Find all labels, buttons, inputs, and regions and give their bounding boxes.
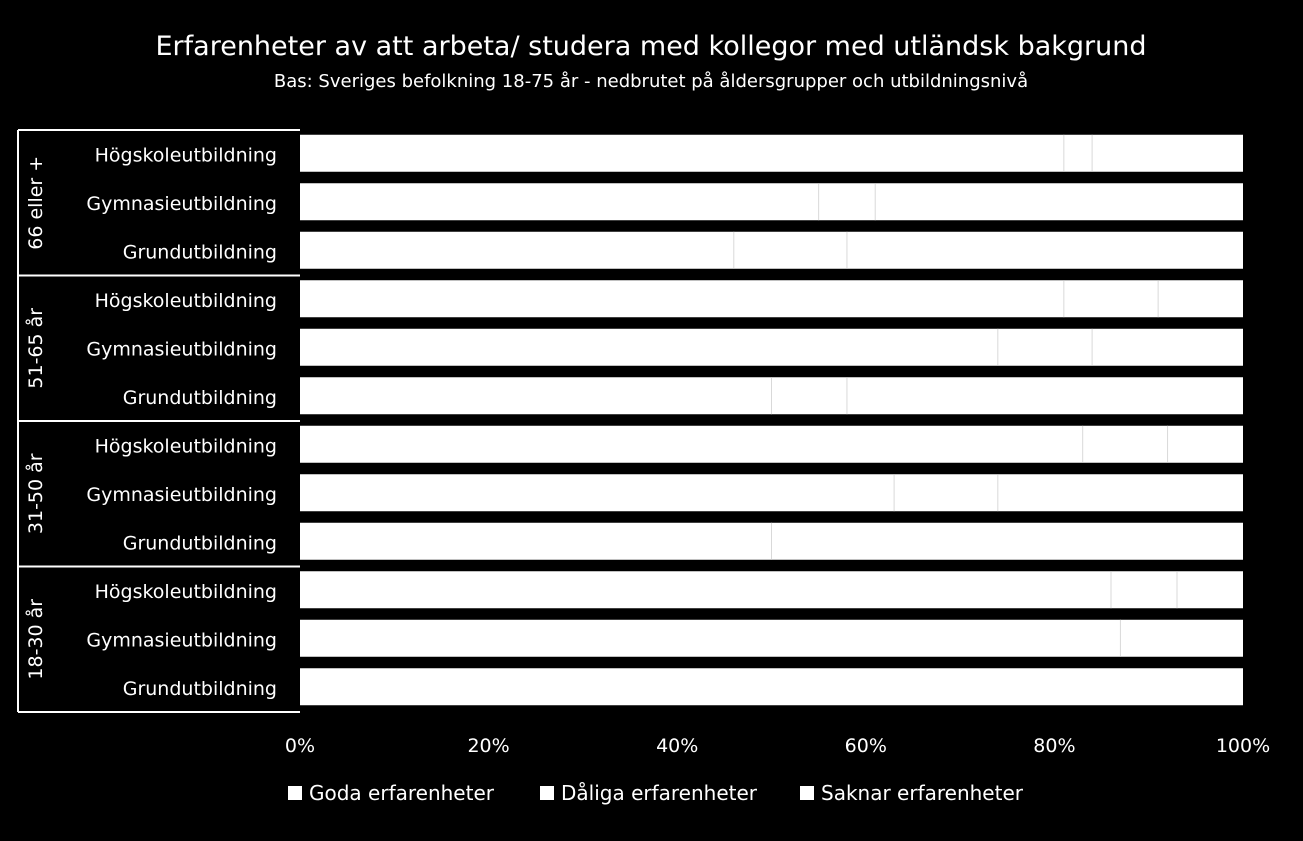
category-label: Gymnasieutbildning <box>86 338 277 360</box>
bar-segment <box>818 183 876 221</box>
bar-segment <box>300 377 772 415</box>
bar-segment <box>771 377 847 415</box>
bar-segment <box>875 183 1243 221</box>
x-tick-label: 100% <box>1216 735 1270 757</box>
category-label: Högskoleutbildning <box>95 435 277 457</box>
chart-subtitle: Bas: Sveriges befolkning 18-75 år - nedb… <box>274 71 1028 92</box>
x-tick-label: 20% <box>467 735 509 757</box>
legend-swatch <box>540 786 554 800</box>
bar-segment <box>300 134 1064 172</box>
x-tick-label: 40% <box>656 735 698 757</box>
bar-segment <box>1120 619 1243 657</box>
category-label: Gymnasieutbildning <box>86 484 277 506</box>
bar-segment <box>300 571 1111 609</box>
category-label: Högskoleutbildning <box>95 290 277 312</box>
category-label: Grundutbildning <box>123 241 277 263</box>
bar-segment <box>1167 425 1243 463</box>
bar-segment <box>1063 280 1159 318</box>
bar-segment <box>1082 425 1168 463</box>
bar-segment <box>1158 280 1243 318</box>
bar-segment <box>300 425 1083 463</box>
bars <box>300 134 1243 706</box>
x-tick-label: 60% <box>845 735 887 757</box>
group-label: 66 eller + <box>25 156 47 250</box>
bar-segment <box>300 522 772 560</box>
legend-swatch <box>288 786 302 800</box>
chart-title: Erfarenheter av att arbeta/ studera med … <box>155 31 1146 62</box>
bar-segment <box>1063 134 1093 172</box>
category-label: Gymnasieutbildning <box>86 629 277 651</box>
legend: Goda erfarenheter Dåliga erfarenheter Sakn… <box>288 781 1024 805</box>
bar-segment <box>1176 571 1243 609</box>
legend-swatch <box>800 786 814 800</box>
category-label: Grundutbildning <box>123 678 277 700</box>
group-label: 31-50 år <box>24 453 47 534</box>
legend-label: Goda erfarenheter <box>309 781 495 805</box>
bar-segment <box>300 231 734 269</box>
legend-label: Saknar erfarenheter <box>821 781 1024 805</box>
category-label: Grundutbildning <box>123 387 277 409</box>
x-tick-label: 0% <box>285 735 315 757</box>
bar-segment <box>846 377 1243 415</box>
bar-segment <box>1092 328 1243 366</box>
category-label: Högskoleutbildning <box>95 581 277 603</box>
bar-segment <box>1110 571 1177 609</box>
category-labels: 66 eller + Högskoleutbildning Gymnasieutbi… <box>17 129 300 713</box>
category-label: Högskoleutbildning <box>95 144 277 166</box>
x-axis-ticks: 0% 20% 40% 60% 80% 100% <box>285 735 1270 757</box>
group-label: 18-30 år <box>24 599 47 680</box>
bar-segment <box>846 231 1243 269</box>
bar-segment <box>300 619 1121 657</box>
gridlines <box>299 130 1244 712</box>
bar-segment <box>300 328 998 366</box>
bar-segment <box>300 668 1243 706</box>
bar-segment <box>894 474 998 512</box>
category-label: Grundutbildning <box>123 532 277 554</box>
bar-segment <box>300 183 819 221</box>
bar-segment <box>300 474 895 512</box>
bar-segment <box>771 522 1243 560</box>
category-label: Gymnasieutbildning <box>86 193 277 215</box>
bar-segment <box>997 474 1243 512</box>
bar-segment <box>733 231 847 269</box>
bar-segment <box>300 280 1064 318</box>
bar-segment <box>1092 134 1243 172</box>
x-tick-label: 80% <box>1033 735 1075 757</box>
bar-segment <box>997 328 1093 366</box>
group-label: 51-65 år <box>24 308 47 389</box>
legend-label: Dåliga erfarenheter <box>561 781 758 805</box>
